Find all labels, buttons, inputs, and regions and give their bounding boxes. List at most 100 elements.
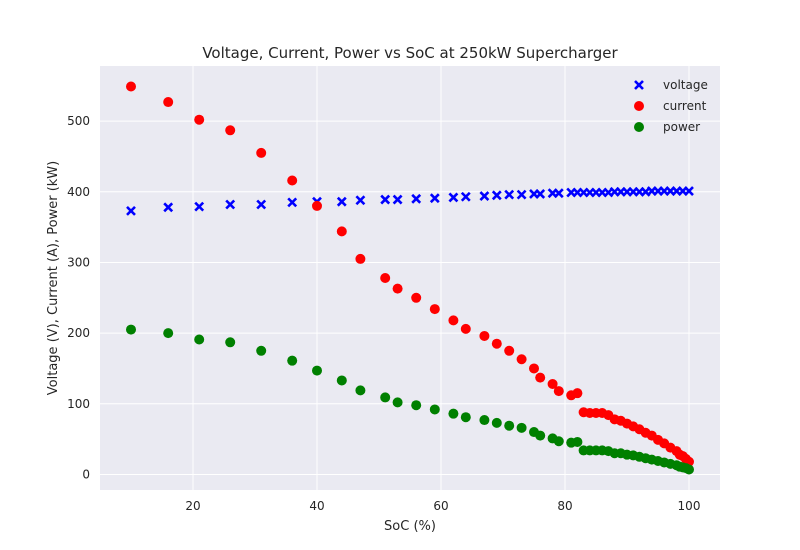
- voltage-point: [429, 193, 440, 204]
- current-point: [429, 304, 440, 315]
- voltage-point: [448, 192, 459, 203]
- power-point: [411, 400, 422, 411]
- current-point: [126, 81, 136, 92]
- voltage-point: [380, 194, 391, 205]
- power-point: [535, 430, 546, 441]
- power-point: [479, 415, 490, 426]
- power-point: [287, 355, 298, 366]
- voltage-point: [684, 186, 694, 196]
- current-point: [547, 379, 558, 389]
- legend-marker-current: [634, 101, 644, 111]
- current-point: [225, 125, 236, 136]
- current-point: [380, 273, 391, 283]
- x-tick-label: 20: [185, 499, 200, 513]
- y-tick-label: 100: [67, 397, 90, 411]
- power-point: [516, 422, 527, 433]
- power-point: [448, 408, 459, 419]
- voltage-point: [392, 194, 403, 205]
- voltage-point: [553, 188, 564, 199]
- current-series: [126, 81, 694, 467]
- legend-label: voltage: [663, 78, 708, 92]
- current-point: [312, 200, 322, 211]
- power-point: [225, 337, 236, 348]
- current-point: [256, 147, 267, 158]
- current-point: [479, 330, 490, 341]
- grid: [100, 66, 720, 490]
- voltage-point: [516, 189, 527, 200]
- power-point: [256, 345, 267, 356]
- power-point: [312, 365, 322, 376]
- y-tick-label: 200: [67, 326, 90, 340]
- legend-marker-voltage: [634, 80, 644, 90]
- y-tick-label: 0: [82, 467, 90, 481]
- legend: voltage current power: [634, 78, 708, 134]
- power-point: [553, 436, 564, 447]
- power-point: [572, 436, 583, 447]
- current-point: [411, 292, 422, 303]
- x-tick-label: 40: [309, 499, 324, 513]
- x-axis-ticks: 20 40 60 80 100: [185, 499, 700, 513]
- current-point: [529, 363, 539, 374]
- voltage-point: [163, 202, 174, 213]
- power-point: [194, 334, 205, 345]
- power-point: [460, 412, 471, 423]
- y-axis-label: Voltage (V), Current (A), Power (kW): [46, 161, 61, 395]
- legend-item-power: power: [634, 120, 700, 134]
- data-points: [126, 81, 694, 475]
- power-point: [126, 324, 136, 335]
- power-point: [336, 375, 347, 386]
- current-point: [355, 253, 366, 264]
- y-tick-label: 300: [67, 255, 90, 269]
- voltage-point: [491, 190, 502, 201]
- current-point: [163, 97, 174, 108]
- power-point: [491, 417, 502, 428]
- voltage-point: [287, 197, 298, 208]
- voltage-point: [411, 193, 422, 204]
- power-point: [429, 404, 440, 415]
- x-tick-label: 80: [557, 499, 572, 513]
- legend-marker-power: [634, 122, 644, 132]
- voltage-point: [479, 191, 490, 201]
- voltage-point: [225, 199, 236, 210]
- current-point: [516, 354, 527, 365]
- voltage-point: [535, 188, 546, 199]
- y-tick-label: 500: [67, 114, 90, 128]
- y-axis-ticks: 0 100 200 300 400 500: [67, 114, 90, 481]
- current-point: [504, 345, 515, 356]
- x-tick-label: 100: [678, 499, 701, 513]
- legend-item-current: current: [634, 99, 707, 113]
- current-point: [491, 338, 502, 349]
- voltage-point: [355, 195, 366, 206]
- voltage-point: [126, 205, 136, 216]
- current-point: [392, 283, 403, 294]
- current-point: [535, 372, 546, 383]
- power-series: [126, 324, 694, 475]
- power-point: [380, 392, 391, 403]
- voltage-point: [336, 196, 347, 207]
- voltage-point: [460, 191, 471, 202]
- current-point: [287, 175, 298, 186]
- legend-item-voltage: voltage: [634, 78, 708, 92]
- x-axis-label: SoC (%): [384, 519, 436, 534]
- voltage-point: [504, 189, 515, 200]
- current-point: [572, 388, 583, 399]
- voltage-point: [256, 199, 267, 210]
- power-point: [392, 397, 403, 408]
- current-point: [553, 386, 564, 397]
- chart-title: Voltage, Current, Power vs SoC at 250kW …: [202, 44, 618, 62]
- legend-label: current: [663, 99, 707, 113]
- power-point: [504, 420, 515, 431]
- legend-label: power: [663, 120, 700, 134]
- power-point: [163, 328, 174, 339]
- power-point: [684, 464, 694, 475]
- voltage-series: [126, 186, 694, 216]
- current-point: [194, 114, 205, 125]
- current-point: [448, 315, 459, 326]
- x-tick-label: 60: [433, 499, 448, 513]
- current-point: [460, 323, 471, 334]
- power-point: [355, 385, 366, 396]
- voltage-point: [194, 201, 205, 212]
- current-point: [336, 226, 347, 237]
- y-tick-label: 400: [67, 185, 90, 199]
